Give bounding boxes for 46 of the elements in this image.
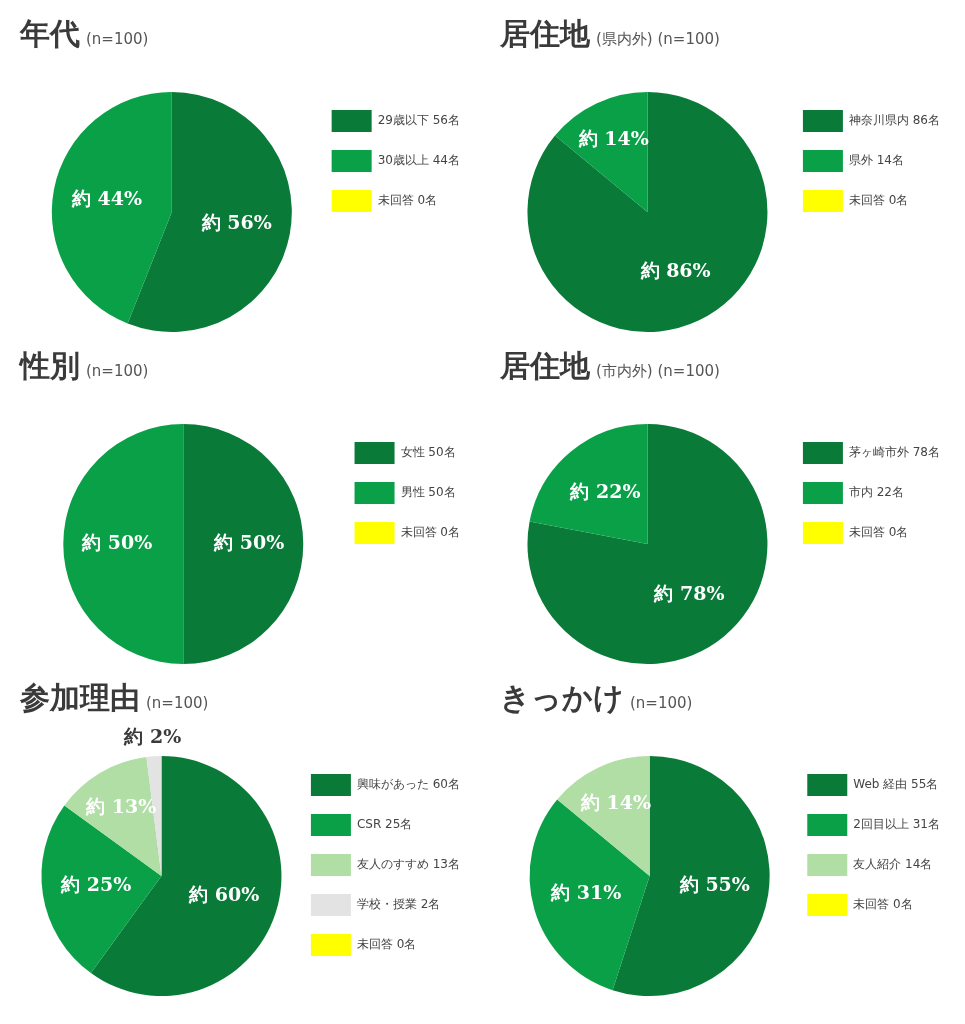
chart-subtitle: (n=100) xyxy=(86,30,149,48)
legend-label: 茅ヶ崎市外 78名 xyxy=(848,445,941,460)
legend-label: 29歳以下 56名 xyxy=(377,113,461,128)
chart-title: 参加理由 xyxy=(20,679,140,717)
data-label: 約 55% xyxy=(678,873,750,896)
data-label: 約 25% xyxy=(60,873,132,896)
chart-subtitle: (n=100) xyxy=(146,694,209,712)
legend-label: 未回答 0名 xyxy=(377,193,438,208)
legend-label: 市内 22名 xyxy=(848,485,905,500)
chart-title: 性別 xyxy=(20,347,80,385)
data-label: 約 31% xyxy=(550,881,622,904)
data-label: 約 56% xyxy=(200,211,272,234)
data-label: 約 50% xyxy=(213,530,285,553)
chart-subtitle: (市内外) (n=100) xyxy=(596,362,720,381)
data-label: 約 86% xyxy=(639,258,711,281)
chart-title: 居住地 xyxy=(500,347,590,385)
legend-label: 未回答 0名 xyxy=(853,897,913,912)
data-label: 約 50% xyxy=(81,530,153,553)
data-label: 約 22% xyxy=(569,480,641,503)
chart-title: 居住地 xyxy=(500,15,590,53)
legend-label: 神奈川県内 86名 xyxy=(848,113,941,128)
legend-label: 友人のすすめ 13名 xyxy=(356,857,461,872)
chart-title: きっかけ xyxy=(500,679,624,717)
data-label: 約 78% xyxy=(653,581,725,604)
legend-label: 女性 50名 xyxy=(400,445,456,460)
legend-label: 未回答 0名 xyxy=(356,937,417,952)
legend-label: 未回答 0名 xyxy=(848,525,909,540)
legend-label: 未回答 0名 xyxy=(848,193,909,208)
legend-label: 2回目以上 31名 xyxy=(853,817,940,832)
legend-label: 30歳以上 44名 xyxy=(377,153,461,168)
data-label: 約 60% xyxy=(188,883,260,906)
legend-label: 友人紹介 14名 xyxy=(853,857,933,872)
data-label: 約 14% xyxy=(577,127,649,150)
chart-subtitle: (n=100) xyxy=(630,694,693,712)
data-label: 約 44% xyxy=(70,186,143,209)
legend-label: 男性 50名 xyxy=(400,485,456,500)
chart-subtitle: (n=100) xyxy=(86,362,149,380)
legend-label: 学校・授業 2名 xyxy=(356,897,441,912)
legend-label: Web 経由 55名 xyxy=(853,777,939,792)
legend-label: CSR 25名 xyxy=(356,817,413,832)
chart-subtitle: (県内外) (n=100) xyxy=(596,30,720,49)
data-label: 約 2% xyxy=(123,725,182,748)
chart-title: 年代 xyxy=(20,15,80,53)
legend-label: 未回答 0名 xyxy=(400,525,460,540)
legend-label: 興味があった 60名 xyxy=(356,777,461,792)
legend-label: 県外 14名 xyxy=(848,153,905,168)
